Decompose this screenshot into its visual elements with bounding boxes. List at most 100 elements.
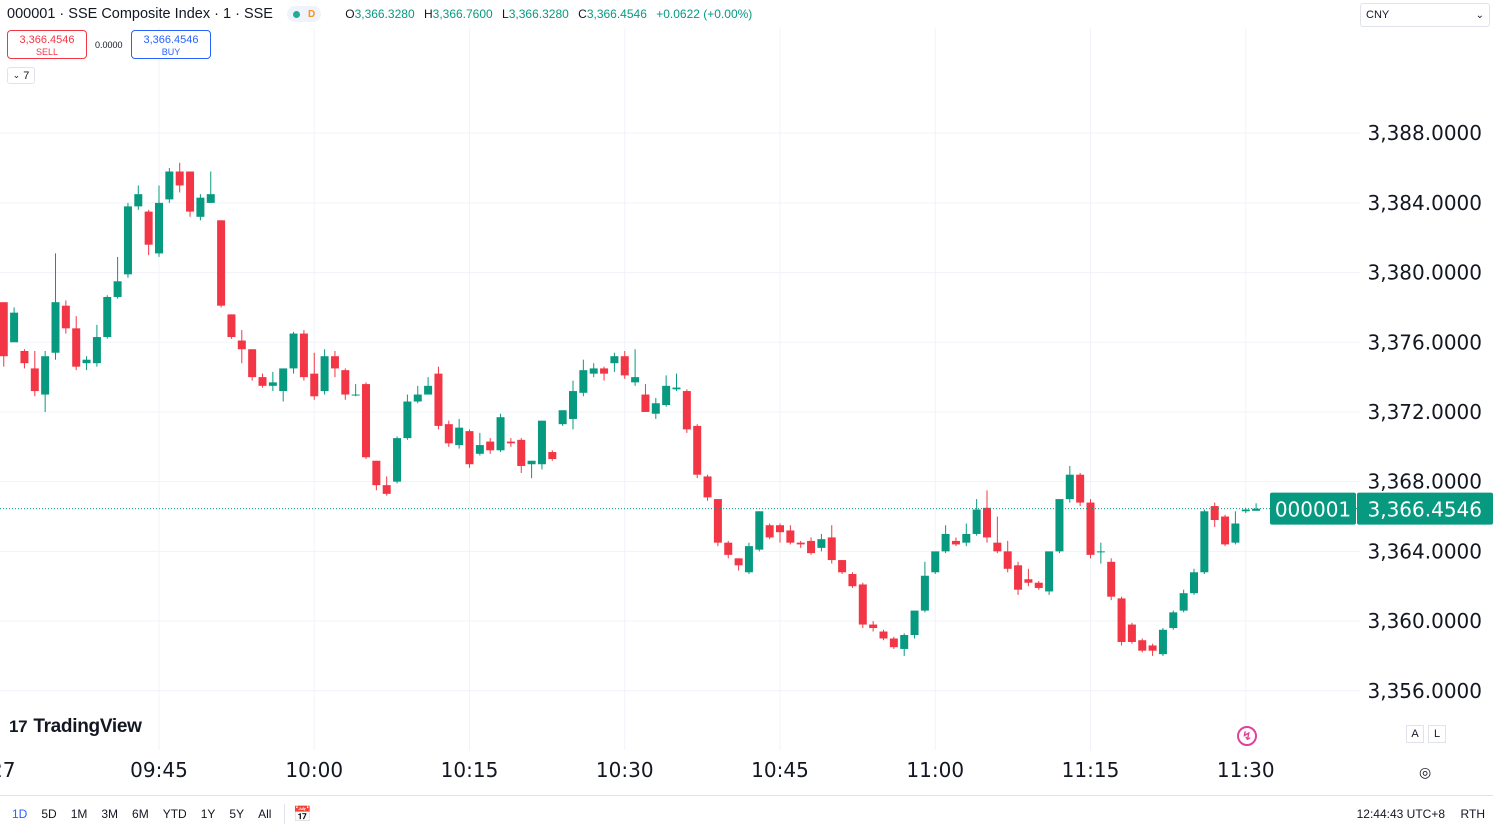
range-1y-button[interactable]: 1Y [200, 806, 216, 821]
candle-body [827, 537, 836, 561]
candle [20, 349, 29, 369]
sell-button[interactable]: 3,366.4546 SELL [7, 30, 87, 59]
candle [1045, 551, 1054, 595]
candle [858, 582, 867, 629]
candle-body [1179, 593, 1188, 611]
candle-body [1096, 551, 1105, 553]
currency-value: CNY [1366, 9, 1390, 21]
tradingview-logo[interactable]: 17 TradingView [9, 716, 142, 738]
candle-body [1148, 645, 1157, 651]
range-1d-button[interactable]: 1D [12, 806, 28, 821]
change-value: +0.0622 (+0.00%) [656, 7, 753, 21]
time-axis[interactable]: 27 09:45 10:00 10:15 10:30 10:45 11:00 11:15 11:… [0, 758, 1275, 782]
candle-body [175, 171, 184, 186]
candle-body [838, 560, 847, 573]
candle-body [734, 558, 743, 566]
clock-readout[interactable]: 12:44:43 UTC+8 [1356, 807, 1445, 821]
y-tick-label: 3,376.0000 [1367, 330, 1482, 354]
session-button[interactable]: RTH [1460, 807, 1485, 821]
indicators-toggle-button[interactable]: ⌄ 7 [7, 67, 35, 84]
range-6m-button[interactable]: 6M [132, 806, 149, 821]
candle [641, 384, 650, 412]
range-3m-button[interactable]: 3M [101, 806, 119, 821]
candle-body [51, 302, 60, 353]
spread-value: 0.0000 [95, 40, 123, 50]
candle [744, 542, 753, 575]
candle [393, 436, 402, 484]
chevron-down-icon: ⌄ [12, 70, 21, 80]
high-label: H [423, 7, 433, 21]
candle-body [424, 385, 433, 395]
symbol-title[interactable]: 000001 · SSE Composite Index · 1 · SSE [7, 6, 273, 22]
candle-body [983, 507, 991, 538]
candle [113, 256, 122, 299]
candle-body [165, 171, 174, 200]
candle-body [713, 499, 722, 543]
range-5d-button[interactable]: 5D [41, 806, 57, 821]
candle-body [341, 370, 350, 395]
candle-body [351, 394, 360, 396]
candle-body [765, 525, 774, 538]
candle [403, 394, 412, 440]
candle [92, 324, 101, 367]
calendar-icon[interactable]: 📅 [293, 805, 313, 823]
candle-body [10, 312, 19, 343]
candle [1014, 561, 1023, 595]
ohlc-values: O3,366.3280 H3,366.7600 L3,366.3280 C3,3… [345, 7, 758, 21]
candle-body [444, 424, 453, 444]
range-1m-button[interactable]: 1M [70, 806, 88, 821]
candle [82, 356, 91, 371]
buy-button[interactable]: 3,366.4546 BUY [131, 30, 211, 59]
candle-body [475, 445, 484, 454]
candle-body [1065, 474, 1074, 500]
candle-body [755, 511, 764, 550]
candle [1231, 511, 1240, 545]
candle-body [362, 384, 370, 458]
price-chart[interactable]: 3,356.0000 3,360.0000 3,364.0000 3,368.0000… [0, 0, 1493, 795]
candle [713, 499, 722, 547]
y-tick-label: 3,372.0000 [1367, 400, 1482, 424]
candle-series [0, 162, 1261, 656]
candle [931, 551, 940, 575]
y-tick-label: 3,356.0000 [1367, 679, 1482, 703]
candle [796, 540, 805, 548]
candle-body [196, 197, 205, 217]
candle-body [82, 359, 91, 364]
candle [165, 168, 174, 203]
auto-scale-button[interactable]: A [1406, 725, 1424, 743]
candle-body [1200, 511, 1209, 573]
candle-body [92, 337, 101, 364]
price-axis[interactable]: 3,356.0000 3,360.0000 3,364.0000 3,368.0000… [1367, 121, 1482, 703]
candle [889, 636, 898, 649]
log-scale-button[interactable]: L [1428, 725, 1446, 743]
candle-body [817, 539, 826, 548]
x-tick-label: 27 [0, 758, 15, 782]
candle [620, 350, 629, 379]
candle-body [1034, 582, 1043, 588]
settings-icon[interactable]: ◎ [1419, 764, 1432, 780]
range-5y-button[interactable]: 5Y [229, 806, 245, 821]
candle-body [662, 385, 671, 405]
range-ytd-button[interactable]: YTD [162, 806, 187, 821]
candle [103, 295, 112, 339]
candle-body [1210, 506, 1219, 520]
candle [651, 398, 660, 419]
candle [424, 377, 433, 395]
candle [1096, 542, 1105, 564]
y-tick-label: 3,388.0000 [1367, 121, 1482, 145]
candle-body [527, 460, 536, 465]
candle-body [631, 377, 640, 383]
y-tick-label: 3,364.0000 [1367, 539, 1482, 563]
candle [41, 350, 50, 412]
candle [765, 523, 774, 540]
currency-select[interactable]: CNY ⌄ [1360, 3, 1490, 27]
candle [869, 621, 878, 632]
candle-body [1231, 523, 1240, 543]
candle-body [1138, 640, 1147, 651]
lightning-icon[interactable]: ↯ [1237, 726, 1257, 746]
market-status[interactable]: D [286, 6, 322, 22]
candle-body [993, 542, 1002, 552]
candle-body [248, 349, 257, 378]
range-all-button[interactable]: All [258, 806, 272, 821]
candle-body [1169, 612, 1178, 629]
